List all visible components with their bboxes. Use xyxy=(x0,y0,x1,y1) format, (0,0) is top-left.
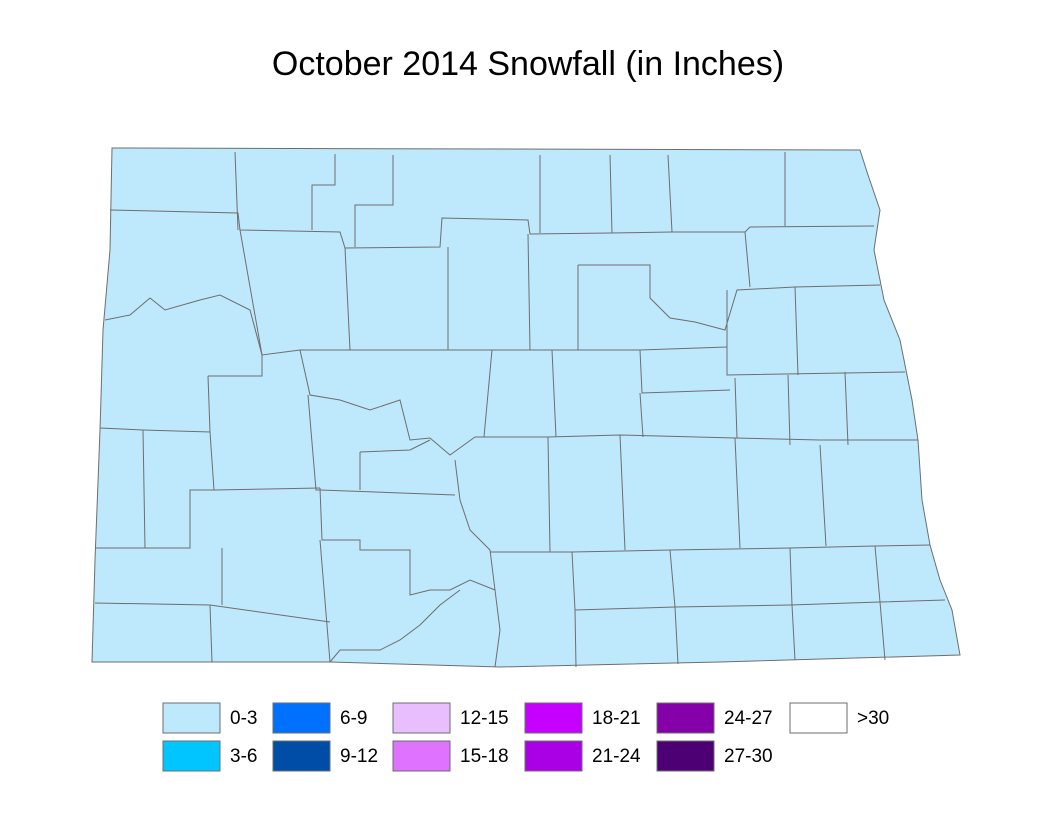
legend-label: 21-24 xyxy=(592,746,641,767)
legend-label: >30 xyxy=(857,708,889,729)
map-title: October 2014 Snowfall (in Inches) xyxy=(272,45,784,83)
legend-swatch xyxy=(162,702,221,734)
legend-label: 12-15 xyxy=(460,708,509,729)
legend-label: 6-9 xyxy=(340,708,367,729)
legend-swatch xyxy=(656,702,715,734)
state-outline xyxy=(91,147,961,668)
legend: 0-3 3-6 6-9 9-12 12-15 15-18 18-21 21-24 24-27 27… xyxy=(162,702,889,772)
legend-label: 0-3 xyxy=(230,708,257,729)
legend-swatch xyxy=(272,702,331,734)
legend-label: 9-12 xyxy=(340,746,378,767)
legend-swatch xyxy=(789,702,848,734)
legend-swatch xyxy=(656,740,715,772)
legend-swatch xyxy=(162,740,221,772)
legend-swatch xyxy=(392,740,451,772)
legend-label: 27-30 xyxy=(724,746,773,767)
legend-label: 3-6 xyxy=(230,746,257,767)
state-map xyxy=(91,147,961,668)
legend-label: 24-27 xyxy=(724,708,773,729)
legend-label: 15-18 xyxy=(460,746,509,767)
legend-swatch xyxy=(272,740,331,772)
legend-swatch xyxy=(524,740,583,772)
legend-swatch xyxy=(392,702,451,734)
county-lines xyxy=(94,151,946,668)
legend-label: 18-21 xyxy=(592,708,641,729)
legend-swatch xyxy=(524,702,583,734)
